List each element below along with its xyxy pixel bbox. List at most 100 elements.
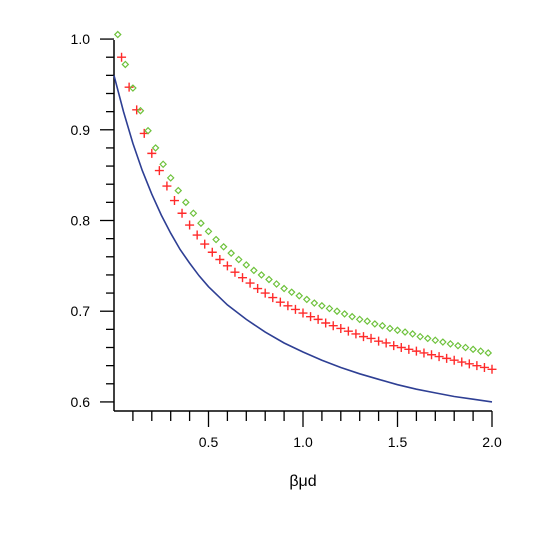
diamond-marker	[355, 315, 364, 324]
diamond-marker	[121, 60, 130, 69]
plus-marker	[396, 343, 406, 352]
plus-marker	[260, 288, 270, 298]
diamond-marker	[265, 275, 273, 284]
diamond-marker	[401, 328, 409, 336]
plus-marker	[132, 105, 142, 115]
plus-marker	[313, 314, 323, 324]
plus-marker	[298, 308, 308, 318]
diamond-marker	[416, 332, 425, 341]
plus-marker	[374, 336, 384, 346]
y-tick-label: 0.7	[71, 303, 91, 319]
diamond-marker	[439, 338, 447, 346]
plus-marker	[200, 239, 210, 249]
diamond-marker	[189, 209, 198, 218]
plus-marker	[230, 267, 240, 277]
plus-marker	[290, 304, 300, 314]
diamond-marker	[204, 227, 213, 236]
diamond-marker	[159, 160, 167, 169]
diamond-marker	[348, 312, 356, 321]
plus-marker	[169, 196, 179, 206]
plus-marker	[253, 284, 263, 294]
plus-marker	[336, 323, 346, 333]
diamond-marker	[461, 343, 470, 352]
diamond-marker	[272, 280, 281, 288]
series-line	[113, 75, 493, 403]
plus-marker	[351, 329, 361, 339]
plus-marker	[215, 255, 225, 265]
diamond-marker	[287, 288, 296, 297]
plus-marker	[381, 338, 391, 348]
diamond-marker	[333, 307, 341, 316]
plus-marker	[442, 353, 452, 363]
diamond-marker	[340, 310, 349, 318]
diamond-marker	[454, 341, 462, 350]
plus-marker	[117, 52, 127, 62]
y-tick-label: 1.0	[71, 31, 91, 47]
plus-marker	[321, 318, 331, 328]
diamond-marker	[476, 347, 485, 355]
plus-marker	[343, 326, 353, 336]
plus-marker	[185, 220, 195, 230]
diamond-marker	[431, 336, 440, 345]
plus-marker	[404, 344, 414, 354]
diamond-marker	[423, 334, 432, 343]
plus-marker	[427, 350, 437, 360]
plus-marker	[238, 273, 248, 283]
plus-marker	[464, 359, 474, 369]
plus-marker	[487, 364, 497, 374]
plus-marker	[283, 301, 293, 311]
diamond-marker	[386, 324, 394, 333]
diamond-marker	[129, 84, 137, 92]
ticks-layer: 0.5 1.0 1.5 2.0 0.6 0.7 0.8 0.9 1.0	[71, 31, 502, 450]
diamond-marker	[393, 326, 402, 335]
plus-marker	[419, 348, 429, 358]
plus-marker	[177, 208, 187, 218]
plus-marker	[124, 82, 134, 92]
plus-marker	[449, 355, 459, 365]
plus-marker	[306, 312, 316, 322]
diamond-marker	[484, 349, 493, 357]
diamond-marker	[151, 144, 160, 152]
plus-marker	[479, 362, 489, 372]
plus-marker	[389, 341, 399, 351]
x-tick-label: 2.0	[482, 434, 502, 450]
plus-marker	[328, 321, 338, 331]
x-tick-label: 1.5	[388, 434, 408, 450]
y-tick-label: 0.6	[71, 394, 91, 410]
diamond-marker	[325, 304, 334, 313]
diamond-marker	[242, 261, 251, 269]
diamond-marker	[219, 242, 228, 251]
diamond-marker	[302, 295, 311, 304]
plus-marker	[457, 357, 467, 367]
x-tick-label: 0.5	[199, 434, 219, 450]
diamond-marker	[295, 291, 304, 300]
x-tick-label: 1.0	[293, 434, 313, 450]
diamond-marker	[166, 174, 175, 182]
plus-marker	[245, 278, 255, 288]
plus-marker	[147, 148, 157, 158]
diamond-marker	[212, 235, 220, 244]
x-axis-label: βμd	[289, 473, 316, 490]
plus-marker	[162, 181, 172, 191]
diamond-marker	[408, 330, 417, 338]
diamond-marker	[363, 317, 372, 326]
plus-marker	[472, 361, 482, 371]
plus-marker	[366, 333, 376, 343]
plus-marker	[222, 261, 232, 271]
plus-marker	[192, 230, 202, 240]
diamond-marker	[197, 219, 205, 228]
diamond-marker	[144, 126, 152, 135]
diamond-marker	[378, 321, 387, 330]
y-tick-label: 0.8	[71, 213, 91, 229]
diamond-marker	[234, 255, 243, 264]
plus-marker	[434, 352, 444, 362]
diamond-marker	[136, 106, 145, 115]
diamond-marker	[181, 198, 190, 207]
diamond-marker	[469, 345, 477, 354]
y-tick-label: 0.9	[71, 122, 91, 138]
series-layer	[113, 30, 497, 403]
diamond-marker	[174, 186, 183, 195]
plus-marker	[268, 293, 278, 303]
diamond-marker	[113, 30, 122, 39]
